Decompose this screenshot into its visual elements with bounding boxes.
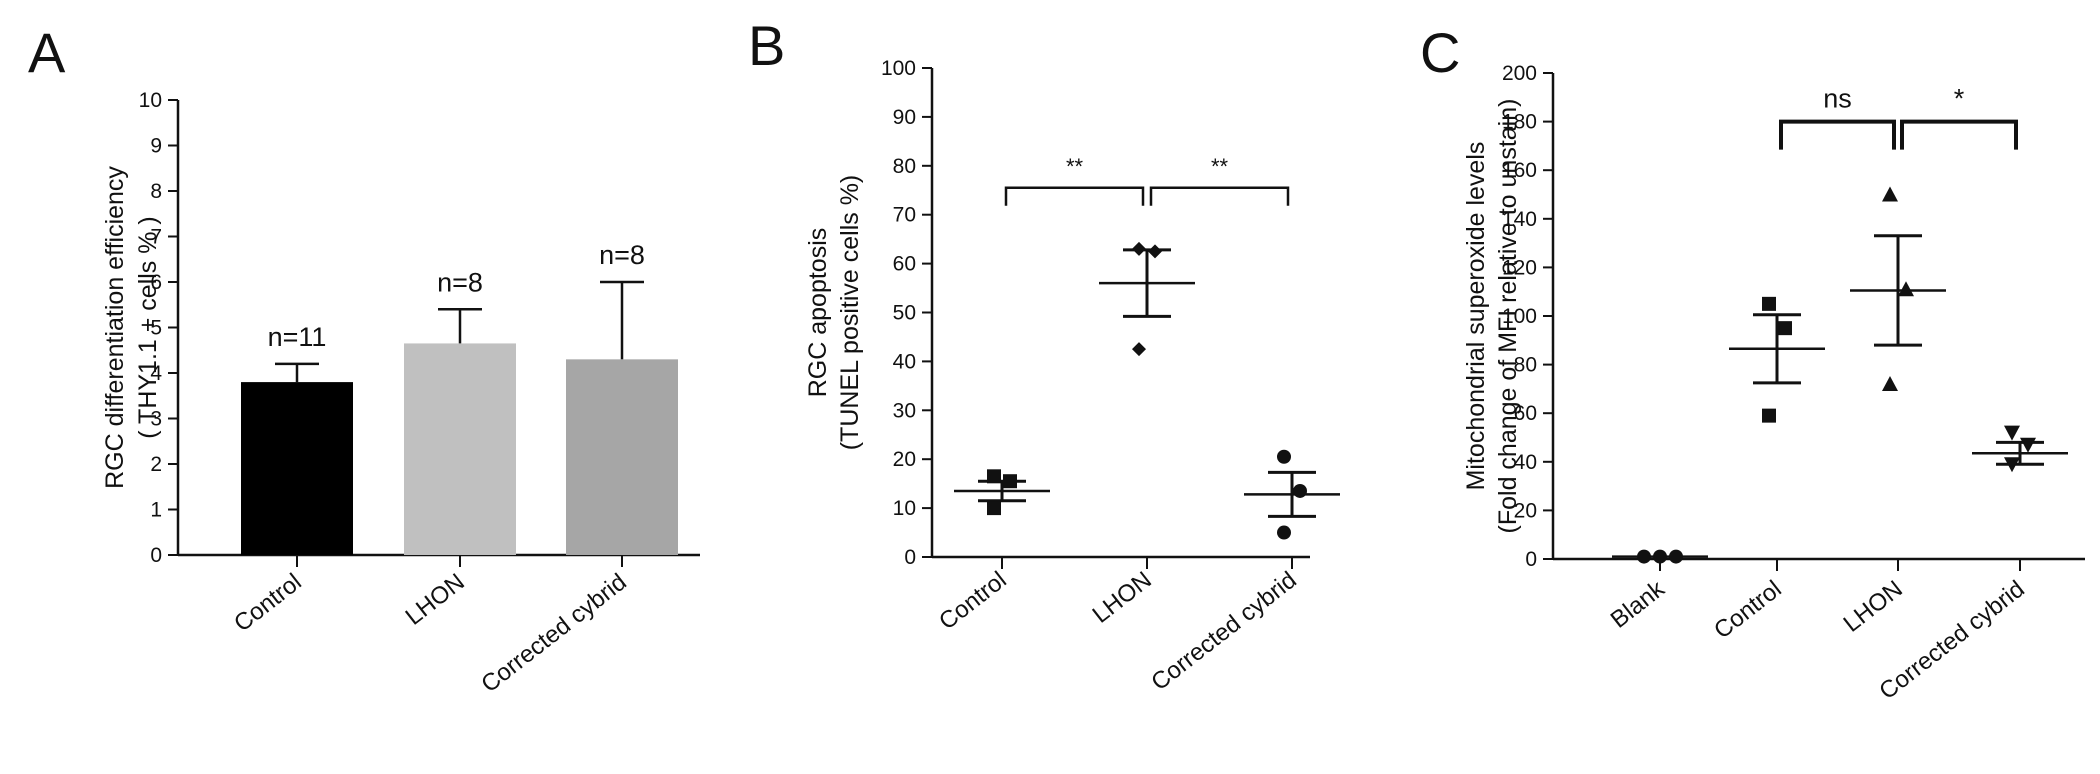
y-tick-label: 40 (893, 350, 916, 373)
y-tick-label: 30 (893, 399, 916, 422)
panel-letter: C (1420, 21, 1460, 84)
data-point-square (1778, 321, 1792, 336)
y-tick-label: 8 (150, 180, 162, 203)
y-tick-label: 180 (1502, 111, 1537, 134)
y-tick-label: 120 (1502, 256, 1537, 279)
y-tick-label: 9 (150, 135, 162, 158)
data-point-square (1003, 474, 1017, 489)
y-tick-label: 70 (893, 204, 916, 227)
y-tick-label: 60 (1514, 402, 1537, 425)
sample-size-label: n=8 (599, 240, 645, 270)
y-axis-label: RGC apoptosis (804, 228, 832, 398)
x-category-label: Control (229, 568, 307, 637)
significance-bracket (1900, 119, 2018, 150)
y-tick-label: 7 (150, 226, 162, 249)
y-axis-label: RGC differentiation efficiency (101, 166, 129, 489)
x-category-label: Control (934, 566, 1012, 635)
data-point-circle (1637, 549, 1651, 564)
y-axis-label-secondary: ( THY1.1 + cells % ) (134, 216, 162, 439)
sample-size-label: n=8 (437, 267, 483, 297)
data-point-triangle-up (1882, 186, 1898, 202)
significance-label: ** (1211, 154, 1229, 179)
y-tick-label: 0 (904, 546, 916, 569)
data-point-square (987, 501, 1001, 516)
y-tick-label: 40 (1514, 451, 1537, 474)
y-tick-label: 140 (1502, 208, 1537, 231)
data-point-square (987, 469, 1001, 484)
y-tick-label: 0 (1525, 548, 1537, 571)
x-category-label: Corrected cybrid (476, 568, 631, 698)
y-tick-label: 10 (139, 89, 162, 112)
y-tick-label: 60 (893, 253, 916, 276)
y-tick-label: 4 (150, 362, 162, 385)
y-tick-label: 20 (1514, 499, 1537, 522)
y-tick-label: 160 (1502, 159, 1537, 182)
data-point-circle (1653, 549, 1667, 564)
data-point-triangle-up (1882, 376, 1898, 392)
bar (566, 359, 678, 555)
data-point-square (1762, 408, 1776, 423)
sample-size-label: n=11 (268, 322, 327, 352)
y-axis-label: Mitochondrial superoxide levels (1462, 142, 1490, 491)
data-point-triangle-down (2004, 457, 2020, 473)
bar (241, 382, 353, 555)
significance-label: * (1954, 84, 1965, 114)
y-tick-label: 2 (150, 453, 162, 476)
y-tick-label: 5 (150, 317, 162, 340)
y-axis-label-secondary: (Fold change of MFI relative to unstain) (1494, 99, 1522, 534)
data-point-circle (1277, 449, 1291, 464)
data-point-triangle-down (2020, 437, 2036, 453)
bar (404, 343, 516, 555)
data-point-circle (1277, 525, 1291, 540)
x-category-label: Control (1709, 575, 1787, 644)
x-category-label: Blank (1606, 575, 1671, 634)
data-point-circle (1669, 549, 1683, 564)
y-tick-label: 90 (893, 106, 916, 129)
y-tick-label: 6 (150, 271, 162, 294)
y-tick-label: 3 (150, 408, 162, 431)
x-category-label: LHON (401, 568, 470, 630)
y-tick-label: 100 (881, 57, 916, 80)
significance-bracket (1004, 186, 1145, 206)
y-tick-label: 50 (893, 302, 916, 325)
y-tick-label: 10 (893, 497, 916, 520)
y-tick-label: 80 (1514, 354, 1537, 377)
y-tick-label: 200 (1502, 62, 1537, 85)
y-tick-label: 100 (1502, 305, 1537, 328)
data-point-triangle-down (2004, 425, 2020, 441)
data-point-diamond (1132, 342, 1146, 357)
panel-a: A 0 1 2 3 4 5 6 7 8 9 10 RGC differentiation efficie… (28, 21, 700, 698)
significance-bracket (1149, 186, 1290, 206)
x-category-label: LHON (1839, 575, 1908, 637)
panel-letter: A (28, 21, 66, 84)
y-tick-label: 1 (150, 499, 162, 522)
panel-c: C 0 20 40 60 80 100 120 140 160 180 200 Mitochondria… (1420, 21, 2085, 705)
data-point-circle (1293, 483, 1307, 498)
x-category-label: Corrected cybrid (1146, 566, 1301, 696)
data-point-square (1762, 296, 1776, 311)
data-point-diamond (1148, 244, 1162, 259)
significance-bracket (1779, 119, 1896, 150)
x-category-label: LHON (1088, 566, 1157, 628)
y-tick-label: 20 (893, 448, 916, 471)
data-point-diamond (1132, 241, 1146, 256)
panel-b: B 0 10 20 30 40 50 60 70 80 90 100 RGC apoptosis (TUN… (748, 14, 1340, 696)
y-tick-label: 80 (893, 155, 916, 178)
significance-label: ** (1066, 154, 1084, 179)
data-point-triangle-up (1898, 281, 1914, 297)
panel-letter: B (748, 14, 785, 77)
y-tick-label: 0 (150, 544, 162, 567)
y-axis-label-secondary: (TUNEL positive cells %) (836, 175, 864, 451)
significance-label: ns (1823, 84, 1852, 114)
